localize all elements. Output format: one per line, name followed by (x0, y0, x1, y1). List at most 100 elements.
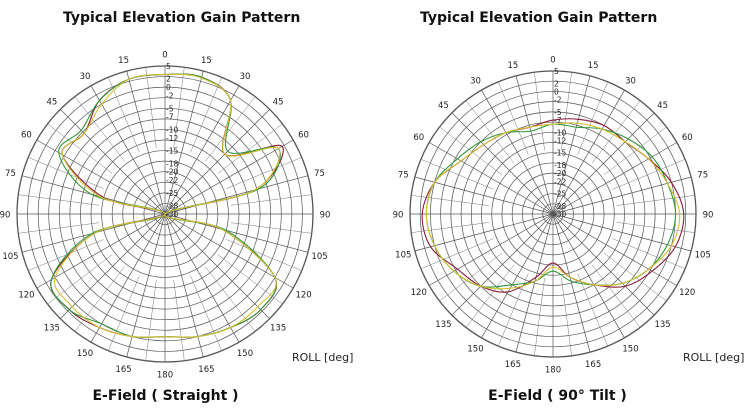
radial-tick-label: -7 (166, 113, 174, 122)
grid-spoke (164, 139, 294, 215)
grid-spoke-minor (74, 266, 125, 332)
panel-1-title: Typical Elevation Gain Pattern (63, 10, 301, 26)
grid-spoke (164, 213, 270, 319)
grid-spoke (552, 89, 625, 215)
grid-spoke (164, 109, 270, 215)
radial-tick-label: -10 (166, 125, 178, 134)
series-line (53, 73, 281, 338)
radial-tick-label: -28 (554, 202, 566, 211)
grid-spoke (126, 70, 166, 215)
angle-tick-label: 180 (545, 366, 561, 376)
radial-tick-label: -30 (554, 210, 566, 219)
angle-tick-label: 75 (697, 170, 708, 180)
grid-spoke-minor (190, 275, 222, 351)
angle-tick-label: 90 (703, 211, 714, 221)
panel-1-roll-label: ROLL [deg] (292, 351, 354, 364)
grid-spoke-minor (420, 238, 494, 269)
series-line (425, 123, 677, 288)
radial-tick-label: -22 (166, 176, 178, 185)
grid-spoke-minor (145, 67, 157, 149)
grid-spoke (164, 213, 240, 343)
angle-tick-label: 45 (273, 97, 284, 107)
grid-spoke (515, 213, 554, 353)
angle-tick-label: 75 (5, 169, 16, 179)
grid-spoke (164, 70, 204, 215)
radial-tick-label: -25 (554, 190, 566, 199)
grid-spoke (552, 213, 692, 252)
grid-spoke-minor (18, 222, 100, 234)
radial-tick-label: -28 (166, 202, 178, 211)
grid-spoke-minor (108, 275, 140, 351)
radial-tick-label: -12 (166, 134, 178, 143)
grid-spoke (515, 75, 554, 215)
grid-spoke (481, 89, 554, 215)
radial-tick-label: -30 (166, 210, 178, 219)
angle-tick-label: 60 (298, 131, 309, 141)
radial-tick-label: -5 (554, 108, 562, 117)
grid-spoke (164, 213, 204, 358)
grid-spoke-minor (534, 277, 545, 356)
grid-spoke (60, 213, 166, 319)
angle-tick-label: 105 (2, 252, 18, 262)
grid-spoke-minor (411, 195, 490, 206)
angle-tick-label: 15 (507, 61, 518, 71)
grid-spoke-minor (230, 194, 312, 206)
angle-tick-label: 120 (18, 291, 34, 301)
grid-spoke-minor (108, 77, 140, 153)
angle-tick-label: 120 (295, 291, 311, 301)
grid-spoke-minor (577, 273, 608, 347)
angle-tick-label: 105 (311, 252, 327, 262)
angle-tick-label: 135 (270, 324, 286, 334)
angle-tick-label: 120 (411, 288, 427, 298)
series-line (425, 122, 681, 290)
angle-tick-label: 90 (393, 211, 404, 221)
radial-tick-label: 5 (166, 62, 171, 71)
angle-tick-label: 105 (695, 251, 711, 261)
grid-spoke (428, 213, 554, 286)
grid-spoke (552, 176, 692, 215)
grid-spoke (481, 213, 554, 339)
grid-spoke (36, 139, 166, 215)
grid-spoke (126, 213, 166, 358)
radial-tick-label: -5 (166, 104, 174, 113)
angle-tick-label: 150 (237, 349, 253, 359)
grid-spoke (164, 213, 294, 289)
panel-2-title: Typical Elevation Gain Pattern (420, 10, 658, 26)
grid-spoke (552, 213, 591, 353)
radial-tick-label: -22 (554, 177, 566, 186)
grid-spoke (164, 85, 240, 215)
grid-spoke-minor (173, 279, 185, 361)
grid-spoke-minor (591, 100, 641, 164)
grid-spoke-minor (591, 264, 641, 328)
grid-spoke-minor (74, 96, 125, 162)
grid-spoke-minor (603, 126, 667, 176)
radial-tick-label: 2 (554, 79, 559, 88)
grid-spoke (164, 175, 309, 215)
radial-tick-label: -2 (166, 92, 174, 101)
grid-spoke-minor (226, 157, 302, 189)
grid-spoke-minor (47, 254, 113, 305)
angle-tick-label: 15 (118, 56, 129, 66)
grid-spoke (90, 213, 166, 343)
grid-spoke (451, 213, 554, 316)
panel-2-caption: E-Field ( 90° Tilt ) (488, 388, 627, 404)
angle-tick-label: 30 (80, 72, 91, 82)
grid-spoke (552, 213, 625, 339)
angle-tick-label: 75 (314, 169, 325, 179)
radial-tick-label: -18 (554, 161, 566, 170)
radial-tick-label: -25 (166, 189, 178, 198)
radial-tick-label: 5 (554, 67, 559, 76)
angle-tick-label: 15 (588, 61, 599, 71)
angle-tick-label: 135 (44, 324, 60, 334)
grid-spoke (552, 75, 591, 215)
angle-tick-label: 0 (162, 51, 167, 61)
angle-tick-label: 30 (240, 72, 251, 82)
angle-tick-label: 15 (201, 56, 212, 66)
grid-spoke-minor (612, 159, 686, 190)
grid-spoke-minor (205, 266, 256, 332)
angle-tick-label: 60 (21, 131, 32, 141)
angle-tick-label: 45 (657, 101, 668, 111)
angle-tick-label: 105 (395, 251, 411, 261)
radial-tick-label: -2 (554, 96, 562, 105)
grid-spoke-minor (561, 277, 572, 356)
